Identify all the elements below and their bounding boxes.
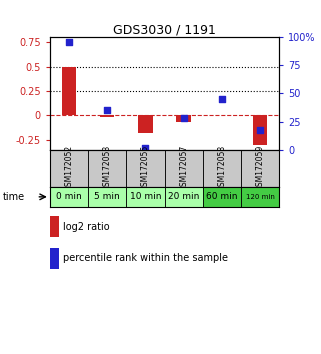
Title: GDS3030 / 1191: GDS3030 / 1191 [113, 23, 216, 36]
Text: 10 min: 10 min [130, 192, 161, 201]
Text: 5 min: 5 min [94, 192, 120, 201]
Text: GSM172055: GSM172055 [141, 145, 150, 191]
Point [181, 115, 186, 121]
Text: GSM172052: GSM172052 [65, 145, 74, 191]
Text: 0 min: 0 min [56, 192, 82, 201]
Text: 20 min: 20 min [168, 192, 199, 201]
Text: percentile rank within the sample: percentile rank within the sample [63, 253, 228, 263]
Bar [138, 115, 153, 133]
Bar [203, 150, 241, 187]
Bar [50, 187, 88, 207]
Text: log2 ratio: log2 ratio [63, 222, 109, 232]
Bar [126, 187, 164, 207]
Text: 120 min: 120 min [246, 194, 274, 200]
Bar [88, 150, 126, 187]
Bar [241, 150, 279, 187]
Bar [100, 115, 114, 118]
Point [143, 145, 148, 150]
Bar [176, 115, 191, 122]
Point [219, 96, 224, 102]
Point [66, 39, 72, 45]
Text: GSM172053: GSM172053 [103, 145, 112, 191]
Bar [62, 67, 76, 115]
Bar [164, 150, 203, 187]
Bar [203, 187, 241, 207]
Text: GSM172058: GSM172058 [217, 145, 226, 191]
Text: GSM172059: GSM172059 [256, 145, 265, 191]
Bar [50, 150, 88, 187]
Bar [241, 187, 279, 207]
Text: 60 min: 60 min [206, 192, 238, 201]
Point [257, 127, 263, 132]
Text: GSM172057: GSM172057 [179, 145, 188, 191]
Bar [126, 150, 164, 187]
Bar [88, 187, 126, 207]
Bar [253, 115, 267, 145]
Text: time: time [3, 192, 25, 202]
Point [105, 108, 110, 113]
Bar [164, 187, 203, 207]
